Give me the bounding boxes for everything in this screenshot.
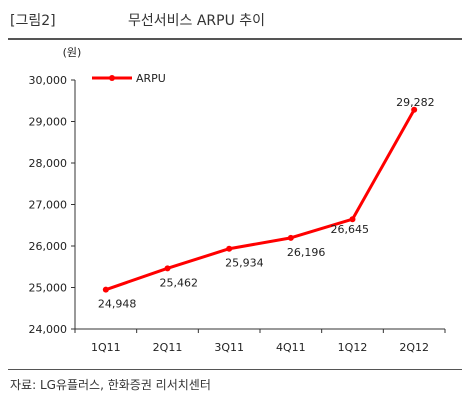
data-label: 26,645 [331,223,370,236]
y-unit-label: (원) [63,46,82,59]
footer-divider [8,369,462,370]
arpu-line-chart: (원) ARPU 24,000 25,000 26,000 27,000 28,000 2… [29,46,446,354]
data-label: 24,948 [98,298,137,311]
x-tick-label: 1Q12 [338,341,368,354]
x-tick-label: 2Q11 [153,341,183,354]
figure-title: 무선서비스 ARPU 추이 [128,13,266,29]
data-label: 25,934 [225,257,264,270]
x-tick-label: 2Q12 [399,341,429,354]
data-label: 25,462 [160,276,199,289]
y-tick-label: 26,000 [29,240,68,253]
arpu-data-point [164,265,171,272]
arpu-data-point [102,286,109,293]
source-note: 자료: LG유플러스, 한화증권 리서치센터 [10,378,211,392]
legend-label: ARPU [136,72,166,85]
arpu-series-line [105,109,416,292]
figure-header: [그림2] 무선서비스 ARPU 추이 [8,8,462,32]
x-tick-label: 1Q11 [91,341,121,354]
data-label: 26,196 [287,246,326,259]
arpu-data-point [349,216,356,223]
arpu-data-point [226,245,233,252]
y-tick-label: 30,000 [29,74,68,87]
header-divider [8,38,462,40]
chart-legend: ARPU [92,72,166,85]
y-tick-label: 27,000 [29,199,68,212]
x-tick-label: 3Q11 [214,341,244,354]
figure-label: [그림2] [10,13,56,29]
data-label: 29,282 [396,96,435,109]
arpu-data-point [287,234,294,241]
x-tick-label: 4Q11 [276,341,306,354]
y-tick-label: 24,000 [29,323,68,336]
arpu-data-point [411,106,418,113]
y-tick-label: 28,000 [29,157,68,170]
y-tick-label: 25,000 [29,282,68,295]
y-tick-label: 29,000 [29,116,68,129]
legend-marker [109,75,115,81]
